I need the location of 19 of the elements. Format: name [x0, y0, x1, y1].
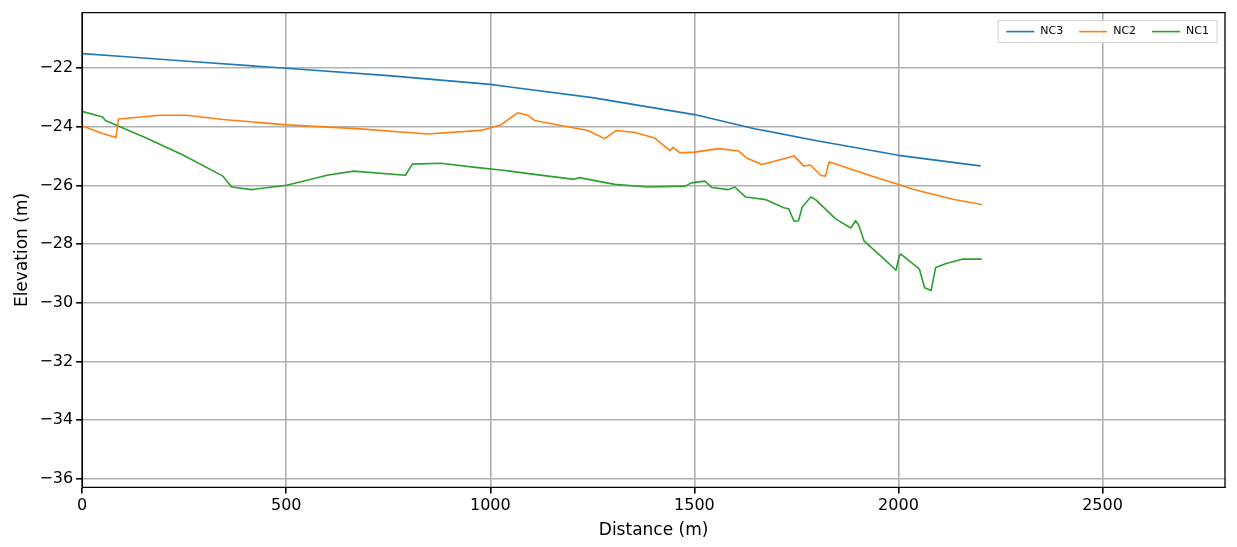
y-tick-label: −36: [39, 467, 74, 487]
y-tick-label: −26: [39, 174, 74, 194]
y-tick-label: −24: [39, 116, 74, 136]
legend-label: NC3: [1040, 24, 1064, 38]
y-tick-label: −22: [39, 57, 74, 77]
x-axis-title: Distance (m): [598, 519, 709, 540]
y-axis-title: Elevation (m): [10, 192, 31, 308]
y-tick-label: −28: [39, 233, 74, 253]
y-tick-label: −30: [39, 291, 74, 311]
x-tick-label: 1000: [469, 495, 511, 515]
x-tick-label: 2500: [1082, 495, 1123, 515]
legend-label: NC1: [1186, 24, 1210, 38]
x-tick-label: 2000: [878, 495, 919, 515]
x-tick-label: 1500: [674, 495, 715, 515]
x-tick-label: 0: [77, 495, 88, 515]
y-tick-label: −32: [39, 350, 74, 370]
y-tick-label: −34: [39, 409, 74, 429]
legend-label: NC2: [1113, 24, 1137, 38]
x-tick-label: 500: [270, 495, 302, 515]
